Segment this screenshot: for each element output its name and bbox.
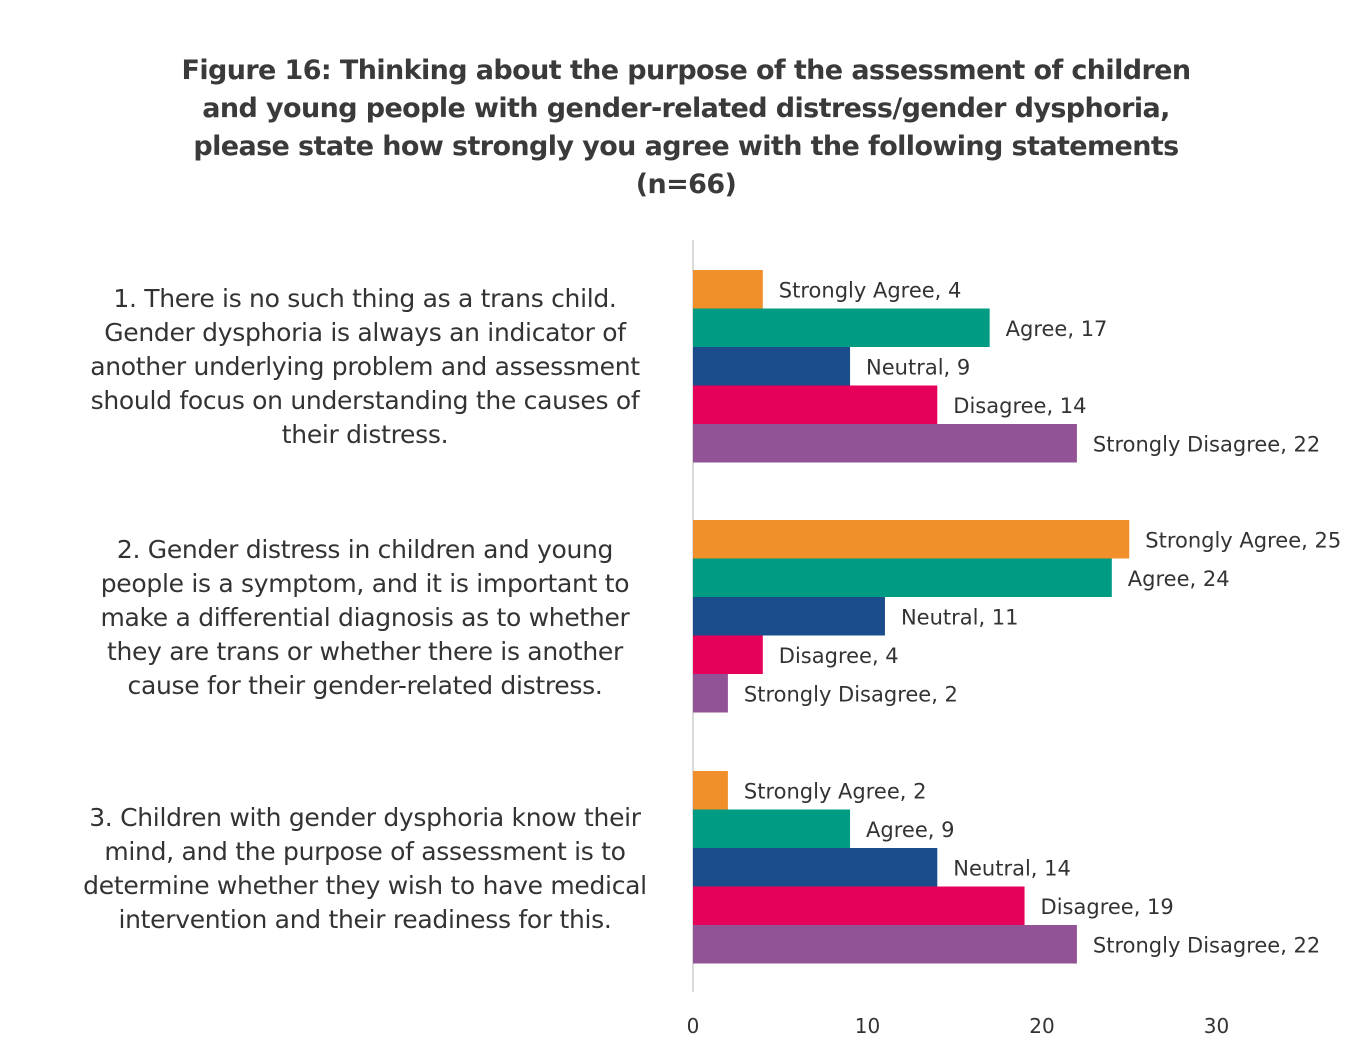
category-label-line: they are trans or whether there is anoth…	[107, 637, 623, 666]
data-label-neutral: Neutral, 9	[866, 355, 970, 379]
bar-agree	[693, 558, 1112, 597]
title-line: please state how strongly you agree with…	[193, 131, 1179, 162]
category-label-line: 1. There is no such thing as a trans chi…	[113, 284, 617, 313]
data-label-strongly-disagree: Strongly Disagree, 22	[1093, 432, 1320, 456]
x-tick-label: 0	[687, 1014, 700, 1038]
bar-strongly-disagree	[693, 925, 1077, 964]
bar-neutral	[693, 848, 938, 887]
data-label-strongly-agree: Strongly Agree, 4	[779, 278, 962, 302]
category-label-2: 2. Gender distress in children and young…	[20, 533, 710, 703]
bar-strongly-agree	[693, 771, 728, 810]
bar-neutral	[693, 347, 851, 386]
category-label-line: intervention and their readiness for thi…	[118, 905, 612, 934]
data-label-strongly-agree: Strongly Agree, 25	[1145, 528, 1341, 552]
data-label-strongly-disagree: Strongly Disagree, 2	[744, 682, 958, 706]
bar-strongly-disagree	[693, 424, 1077, 463]
category-label-3: 3. Children with gender dysphoria know t…	[20, 801, 710, 937]
bar-neutral	[693, 597, 885, 636]
x-tick-label: 20	[1029, 1014, 1054, 1038]
category-label-line: 2. Gender distress in children and young	[116, 535, 614, 564]
chart-title: Figure 16: Thinking about the purpose of…	[0, 52, 1362, 204]
category-label-line: make a differential diagnosis as to whet…	[100, 603, 630, 632]
data-label-agree: Agree, 24	[1128, 567, 1230, 591]
bar-agree	[693, 809, 851, 848]
title-line: (n=66)	[635, 169, 737, 200]
data-label-strongly-disagree: Strongly Disagree, 22	[1093, 933, 1320, 957]
bar-strongly-disagree	[693, 674, 728, 713]
data-label-disagree: Disagree, 4	[779, 644, 899, 668]
x-tick-label: 30	[1204, 1014, 1229, 1038]
bar-strongly-agree	[693, 270, 763, 309]
bar-strongly-agree	[693, 520, 1130, 559]
bar-agree	[693, 308, 990, 347]
x-tick-label: 10	[855, 1014, 880, 1038]
bar-disagree	[693, 385, 938, 424]
data-label-disagree: Disagree, 14	[953, 394, 1086, 418]
category-label-line: people is a symptom, and it is important…	[100, 569, 630, 598]
category-label-1: 1. There is no such thing as a trans chi…	[20, 282, 710, 452]
data-label-neutral: Neutral, 14	[953, 856, 1071, 880]
category-label-line: should focus on understanding the causes…	[90, 386, 640, 415]
category-label-line: another underlying problem and assessmen…	[90, 352, 640, 381]
data-label-agree: Agree, 17	[1006, 317, 1108, 341]
category-label-line: 3. Children with gender dysphoria know t…	[89, 803, 641, 832]
bar-disagree	[693, 886, 1025, 925]
data-label-strongly-agree: Strongly Agree, 2	[744, 779, 927, 803]
data-label-agree: Agree, 9	[866, 818, 954, 842]
category-label-line: mind, and the purpose of assessment is t…	[104, 837, 626, 866]
category-label-line: determine whether they wish to have medi…	[83, 871, 647, 900]
title-line: Figure 16: Thinking about the purpose of…	[181, 55, 1191, 86]
data-label-neutral: Neutral, 11	[901, 605, 1019, 629]
data-label-disagree: Disagree, 19	[1041, 895, 1174, 919]
title-line: and young people with gender-related dis…	[202, 93, 1170, 124]
category-label-line: their distress.	[281, 420, 449, 449]
category-label-line: Gender dysphoria is always an indicator …	[104, 318, 626, 347]
bar-disagree	[693, 635, 763, 674]
category-label-line: cause for their gender-related distress.	[127, 671, 603, 700]
